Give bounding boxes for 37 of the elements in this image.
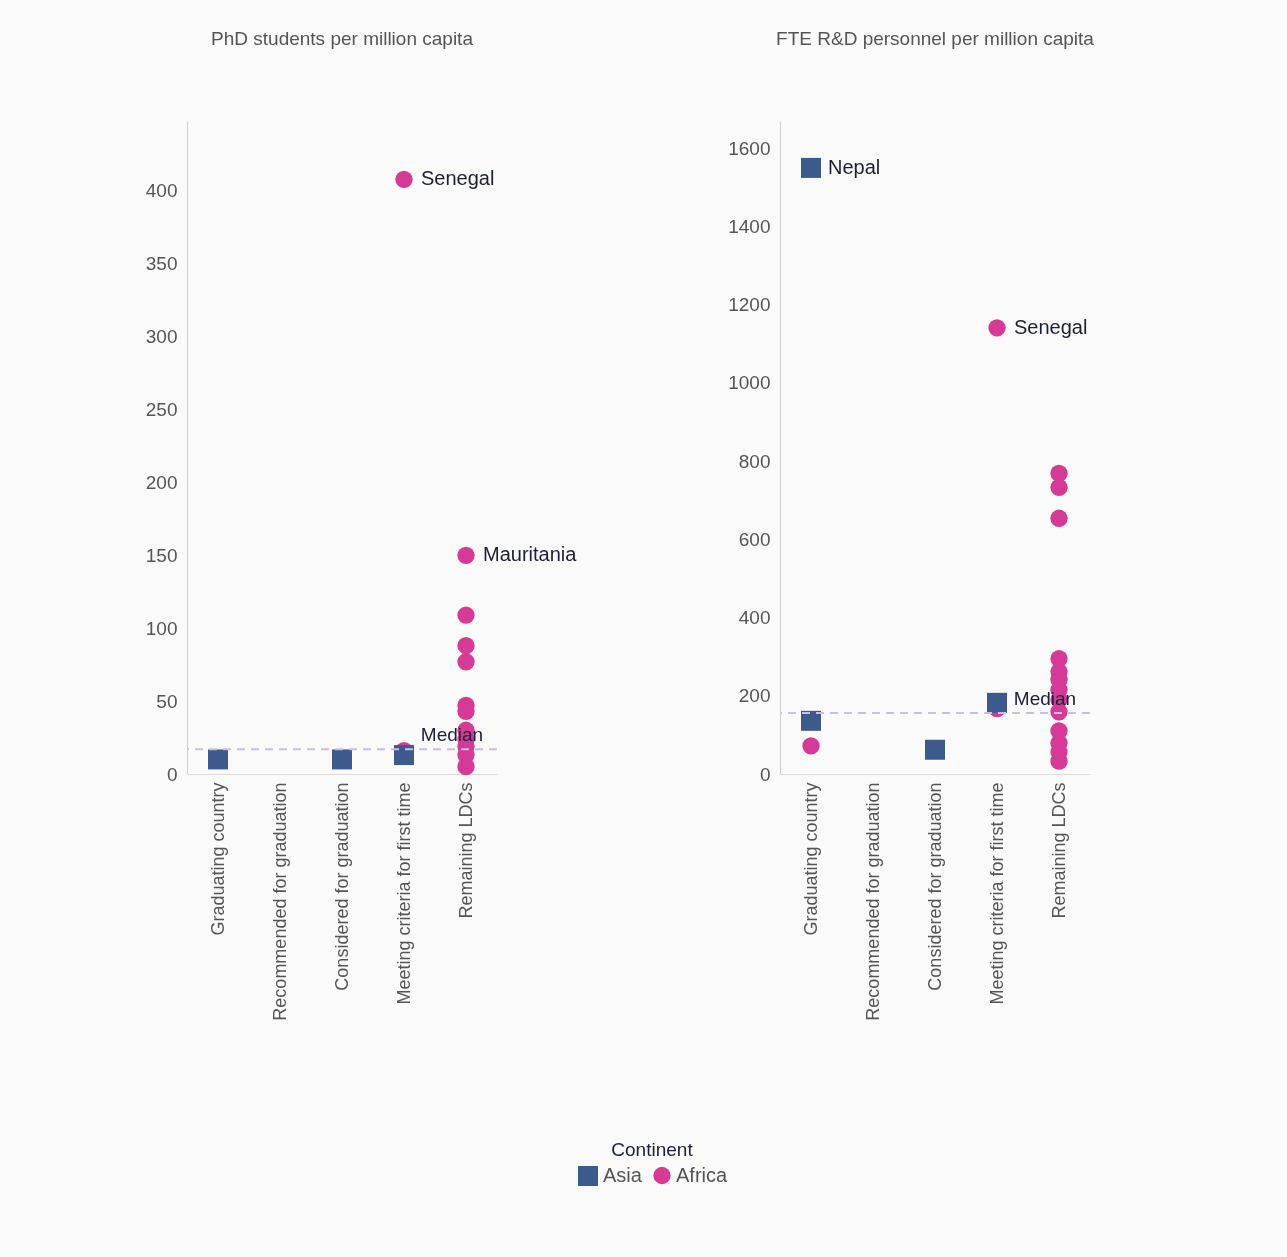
annotation: Senegal bbox=[421, 167, 495, 190]
y-tick-label: 800 bbox=[738, 450, 771, 472]
legend-label: Africa bbox=[676, 1163, 728, 1186]
legend-label: Asia bbox=[603, 1164, 643, 1186]
y-tick-label: 0 bbox=[166, 763, 178, 785]
x-tick-label: Recommended for graduation bbox=[269, 782, 290, 1021]
x-tick-label: Considered for graduation bbox=[924, 782, 945, 991]
y-tick-label: 1000 bbox=[728, 372, 771, 394]
y-tick-label: 1200 bbox=[728, 294, 771, 316]
y-tick-label: 150 bbox=[145, 544, 178, 566]
y-tick-label: 600 bbox=[738, 528, 771, 550]
x-tick-label: Meeting criteria for first time bbox=[986, 782, 1007, 1005]
y-tick-label: 200 bbox=[145, 471, 178, 493]
x-tick-label: Remaining LDCs bbox=[455, 782, 476, 919]
y-tick-label: 200 bbox=[738, 685, 771, 707]
y-tick-label: 300 bbox=[145, 326, 178, 348]
legend-title: Continent bbox=[611, 1139, 694, 1160]
y-tick-label: 100 bbox=[145, 617, 178, 639]
x-tick-label: Graduating country bbox=[207, 782, 228, 936]
y-tick-label: 1600 bbox=[728, 137, 771, 159]
chart-title: PhD students per million capita bbox=[211, 28, 474, 49]
x-tick-label: Graduating country bbox=[800, 782, 821, 936]
y-tick-label: 50 bbox=[156, 690, 178, 712]
annotation: Nepal bbox=[828, 155, 881, 178]
chart-title: FTE R&D personnel per million capita bbox=[776, 28, 1095, 49]
y-tick-label: 1400 bbox=[728, 216, 771, 238]
y-tick-label: 0 bbox=[759, 763, 771, 785]
x-tick-label: Remaining LDCs bbox=[1048, 782, 1069, 919]
annotation: Mauritania bbox=[483, 543, 578, 566]
annotation: Senegal bbox=[1014, 315, 1088, 338]
x-tick-label: Recommended for graduation bbox=[862, 782, 883, 1021]
y-tick-label: 400 bbox=[738, 607, 771, 629]
x-tick-label: Considered for graduation bbox=[331, 782, 352, 991]
x-tick-label: Meeting criteria for first time bbox=[393, 782, 414, 1005]
y-tick-label: 350 bbox=[145, 253, 178, 275]
y-tick-label: 250 bbox=[145, 399, 178, 421]
y-tick-label: 400 bbox=[145, 180, 178, 202]
